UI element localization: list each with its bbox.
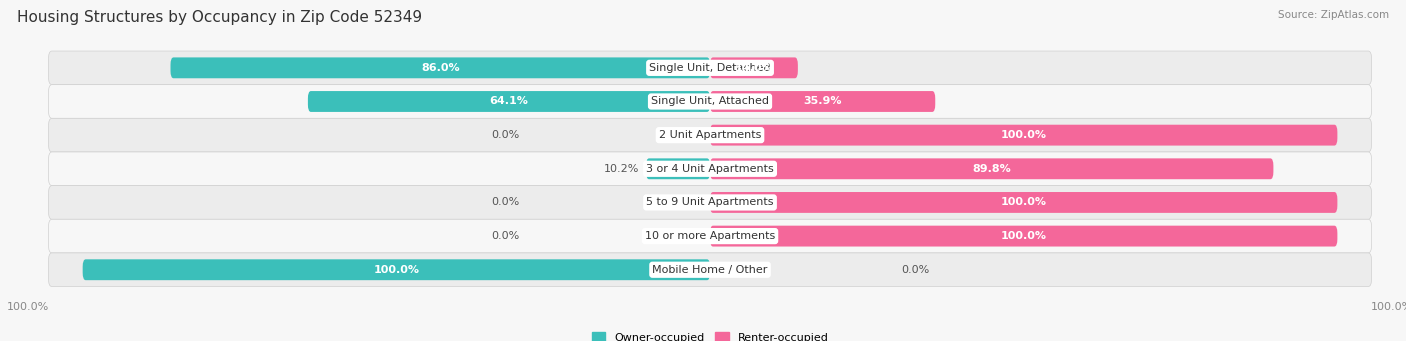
Text: 14.0%: 14.0% [734, 63, 773, 73]
Text: 100.0%: 100.0% [374, 265, 419, 275]
FancyBboxPatch shape [170, 57, 710, 78]
Text: 10 or more Apartments: 10 or more Apartments [645, 231, 775, 241]
FancyBboxPatch shape [83, 259, 710, 280]
Text: 0.0%: 0.0% [491, 197, 519, 207]
Text: 5 to 9 Unit Apartments: 5 to 9 Unit Apartments [647, 197, 773, 207]
FancyBboxPatch shape [48, 118, 1372, 152]
FancyBboxPatch shape [645, 158, 710, 179]
Text: Single Unit, Attached: Single Unit, Attached [651, 97, 769, 106]
Text: 3 or 4 Unit Apartments: 3 or 4 Unit Apartments [647, 164, 773, 174]
FancyBboxPatch shape [710, 57, 797, 78]
FancyBboxPatch shape [710, 91, 935, 112]
FancyBboxPatch shape [48, 186, 1372, 219]
Text: 35.9%: 35.9% [803, 97, 842, 106]
Text: 89.8%: 89.8% [973, 164, 1011, 174]
Text: 100.0%: 100.0% [1001, 197, 1046, 207]
FancyBboxPatch shape [48, 51, 1372, 85]
FancyBboxPatch shape [48, 253, 1372, 286]
Text: 64.1%: 64.1% [489, 97, 529, 106]
FancyBboxPatch shape [48, 152, 1372, 186]
FancyBboxPatch shape [710, 125, 1337, 146]
Text: 2 Unit Apartments: 2 Unit Apartments [659, 130, 761, 140]
Text: Housing Structures by Occupancy in Zip Code 52349: Housing Structures by Occupancy in Zip C… [17, 10, 422, 25]
Text: Mobile Home / Other: Mobile Home / Other [652, 265, 768, 275]
Text: Single Unit, Detached: Single Unit, Detached [650, 63, 770, 73]
FancyBboxPatch shape [308, 91, 710, 112]
Text: 100.0%: 100.0% [1001, 231, 1046, 241]
Text: 86.0%: 86.0% [420, 63, 460, 73]
Text: 0.0%: 0.0% [491, 231, 519, 241]
FancyBboxPatch shape [710, 226, 1337, 247]
FancyBboxPatch shape [710, 158, 1274, 179]
FancyBboxPatch shape [48, 219, 1372, 253]
Legend: Owner-occupied, Renter-occupied: Owner-occupied, Renter-occupied [588, 328, 832, 341]
FancyBboxPatch shape [48, 85, 1372, 118]
Text: 100.0%: 100.0% [1001, 130, 1046, 140]
Text: 10.2%: 10.2% [603, 164, 640, 174]
Text: 0.0%: 0.0% [491, 130, 519, 140]
FancyBboxPatch shape [710, 192, 1337, 213]
Text: 0.0%: 0.0% [901, 265, 929, 275]
Text: Source: ZipAtlas.com: Source: ZipAtlas.com [1278, 10, 1389, 20]
